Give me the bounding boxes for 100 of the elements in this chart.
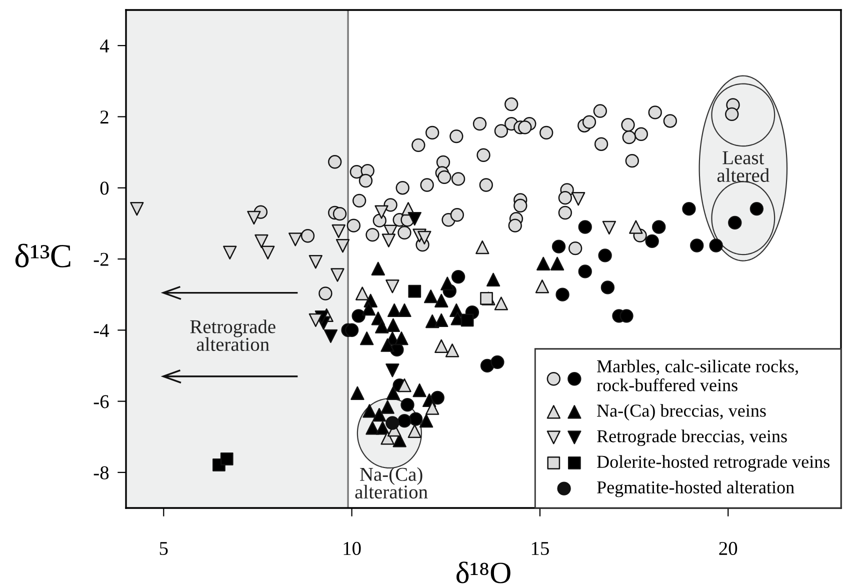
point — [438, 170, 452, 184]
point — [535, 280, 550, 294]
point — [332, 206, 347, 221]
point — [396, 181, 410, 195]
point — [374, 205, 388, 219]
point — [392, 434, 406, 448]
annotation: Least altered — [717, 151, 770, 182]
point — [300, 229, 315, 243]
point — [386, 416, 400, 430]
point — [582, 115, 596, 129]
y-tick-label: -8 — [94, 466, 109, 480]
point — [652, 220, 666, 234]
point — [400, 398, 414, 412]
legend-label: Marbles, calc-silicate rocks, rock-buffered veins — [596, 360, 798, 392]
point — [408, 284, 422, 298]
point — [380, 338, 394, 352]
point — [709, 238, 723, 252]
point — [425, 401, 440, 415]
point — [366, 228, 380, 242]
y-axis-title: δ¹³C — [15, 244, 70, 268]
point — [220, 452, 234, 466]
point — [552, 240, 566, 254]
point — [419, 414, 434, 428]
point — [556, 288, 570, 302]
point — [387, 303, 402, 318]
point — [518, 120, 532, 134]
point — [504, 97, 518, 112]
point — [430, 390, 444, 405]
point — [412, 138, 426, 152]
point — [508, 218, 522, 232]
point — [324, 329, 338, 344]
point — [398, 226, 412, 240]
point — [386, 318, 400, 332]
point — [366, 421, 380, 435]
point — [330, 268, 344, 282]
point — [494, 296, 508, 310]
x-tick-label: 15 — [532, 542, 549, 556]
point — [328, 155, 342, 169]
point — [629, 220, 643, 234]
point — [598, 248, 612, 262]
point — [621, 118, 635, 132]
point — [424, 290, 438, 304]
point — [360, 331, 374, 346]
point — [408, 424, 422, 438]
annotation: Retrograde alteration — [190, 320, 276, 351]
y-tick-label: -6 — [94, 395, 109, 408]
point — [451, 172, 466, 186]
point — [494, 124, 508, 138]
point — [750, 202, 764, 216]
point — [480, 292, 493, 305]
point — [550, 256, 564, 270]
point — [451, 270, 466, 284]
point — [247, 210, 261, 225]
x-tick-label: 10 — [344, 542, 361, 556]
point — [682, 202, 696, 216]
point — [384, 198, 398, 212]
point — [372, 214, 386, 228]
point — [358, 174, 373, 188]
point — [308, 255, 322, 269]
point — [223, 246, 237, 260]
point — [634, 127, 648, 141]
point — [558, 206, 572, 220]
point — [479, 178, 493, 192]
point — [728, 216, 742, 230]
point — [344, 323, 359, 337]
point — [648, 106, 662, 120]
point — [434, 313, 448, 328]
x-tick-label: 20 — [719, 542, 738, 556]
point — [412, 383, 426, 398]
point — [382, 234, 396, 248]
point — [386, 386, 400, 400]
point — [346, 218, 361, 232]
point — [362, 302, 376, 316]
point — [350, 386, 364, 400]
point — [130, 202, 144, 216]
point — [472, 116, 487, 131]
point — [594, 137, 608, 151]
point — [332, 224, 346, 238]
point — [418, 230, 432, 244]
point — [578, 264, 592, 278]
point — [600, 280, 615, 294]
point — [398, 303, 412, 318]
point — [375, 320, 389, 334]
point — [376, 421, 390, 435]
legend-label: Dolerite-hosted retrograde veins — [597, 455, 830, 472]
point — [450, 208, 464, 222]
point — [725, 107, 739, 122]
point — [620, 309, 634, 323]
point — [622, 130, 636, 144]
point — [460, 314, 474, 327]
point — [254, 234, 268, 248]
point — [440, 276, 454, 290]
point — [540, 126, 554, 140]
point — [593, 104, 607, 118]
point — [380, 431, 394, 445]
point — [445, 344, 460, 358]
point — [486, 272, 500, 286]
point — [578, 220, 592, 234]
point — [625, 154, 639, 168]
x-axis-title: δ¹⁸O — [456, 562, 510, 584]
